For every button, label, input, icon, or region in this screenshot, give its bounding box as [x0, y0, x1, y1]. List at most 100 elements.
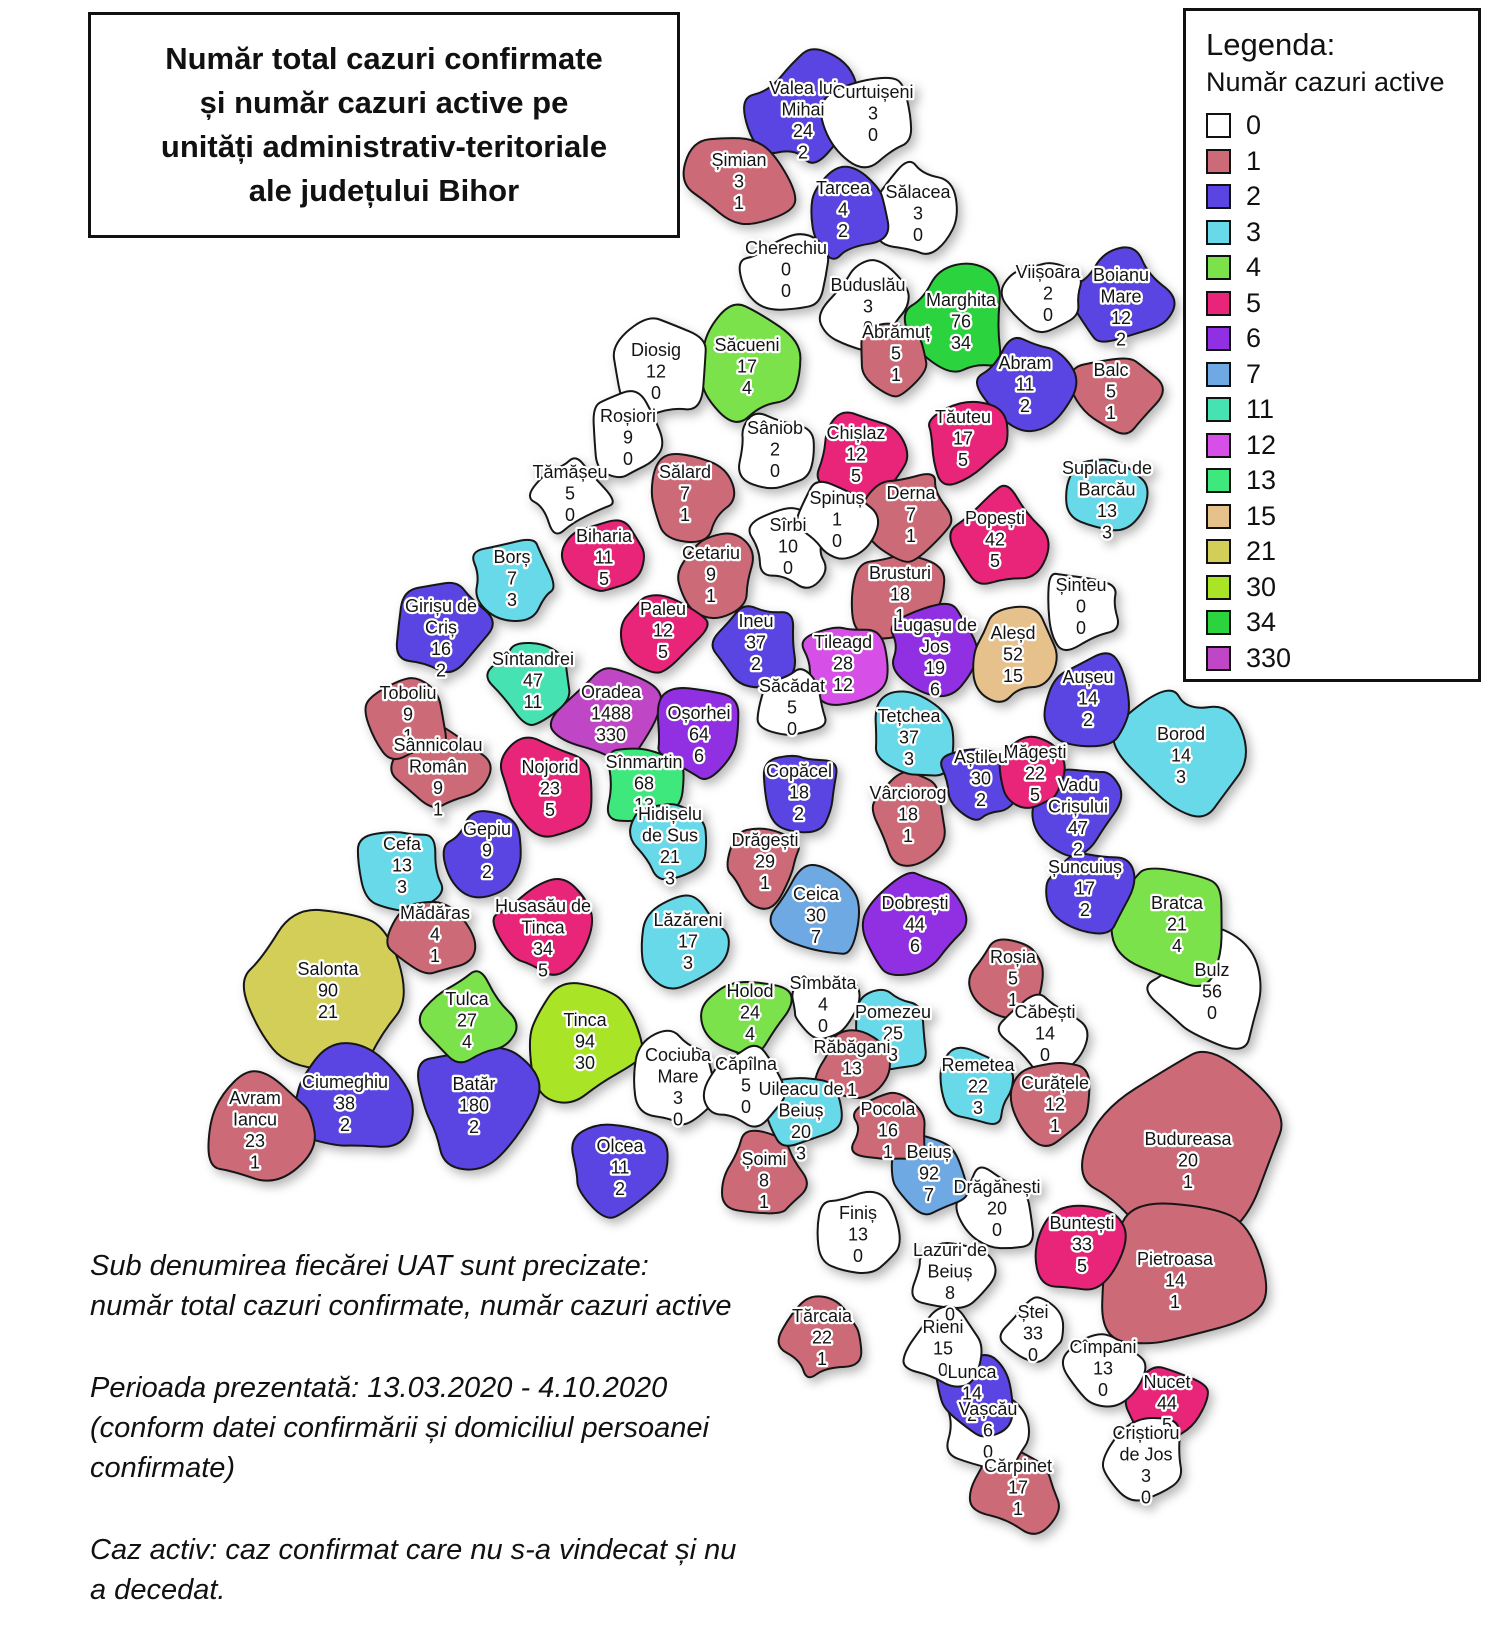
uat-confirmed-count: 23	[540, 779, 560, 799]
uat-name: Toboliu	[379, 683, 436, 703]
uat-confirmed-count: 4	[430, 925, 440, 945]
uat-name: Roșiori	[600, 406, 656, 426]
uat-active-count: 5	[1077, 1256, 1087, 1276]
uat-region	[1112, 689, 1247, 818]
uat-name: Tărcaia	[792, 1306, 853, 1326]
uat-name: Săcădat	[759, 676, 825, 696]
uat-confirmed-count: 12	[646, 362, 666, 382]
uat-name: Salonta	[297, 959, 359, 979]
uat-confirmed-count: 22	[812, 1328, 832, 1348]
uat-confirmed-count: 30	[971, 769, 991, 789]
uat-active-count: 0	[945, 1305, 955, 1325]
uat-active-count: 15	[1003, 666, 1023, 686]
uat-region	[874, 690, 955, 777]
uat-active-count: 13	[634, 795, 654, 815]
uat-name: Hidișelu	[638, 804, 702, 824]
uat-region	[529, 457, 614, 535]
uat-regions	[207, 48, 1283, 1535]
uat-confirmed-count: 180	[459, 1096, 489, 1116]
uat-active-count: 2	[482, 862, 492, 882]
uat-active-count: 0	[770, 461, 780, 481]
uat-active-count: 0	[781, 281, 791, 301]
uat-confirmed-count: 5	[787, 698, 797, 718]
uat-confirmed-count: 3	[673, 1088, 683, 1108]
uat-confirmed-count: 14	[962, 1384, 982, 1404]
uat-name: Gepiu	[463, 819, 511, 839]
uat-name: Răbăgani	[813, 1037, 890, 1057]
uat-active-count: 0	[783, 558, 793, 578]
legend-swatch	[1206, 113, 1231, 139]
legend-value: 12	[1246, 429, 1277, 460]
uat-active-count: 1	[250, 1153, 260, 1173]
uat-confirmed-count: 16	[878, 1121, 898, 1141]
uat-name: Girișu de	[405, 596, 477, 616]
uat-confirmed-count: 2	[770, 440, 780, 460]
uat-name: Român	[409, 757, 467, 777]
uat-confirmed-count: 34	[533, 939, 553, 959]
uat-region	[492, 878, 594, 976]
uat-name: Brusturi	[869, 563, 931, 583]
legend-entry-3: 3	[1206, 215, 1478, 251]
uat-name: Holod	[726, 981, 773, 1001]
legend-value: 330	[1246, 642, 1292, 673]
uat-name: Șinteu	[1055, 575, 1106, 595]
uat-name: Căbești	[1014, 1002, 1075, 1022]
uat-confirmed-count: 6	[983, 1421, 993, 1441]
uat-name: Lugașu de	[893, 615, 977, 635]
uat-name: Pomezeu	[855, 1002, 931, 1022]
uat-confirmed-count: 76	[951, 312, 971, 332]
uat-confirmed-count: 17	[1008, 1478, 1028, 1498]
uat-confirmed-count: 12	[653, 621, 673, 641]
uat-active-count: 0	[1098, 1380, 1108, 1400]
uat-name: Budureasa	[1144, 1129, 1232, 1149]
uat-region	[796, 480, 880, 560]
uat-active-count: 7	[924, 1185, 934, 1205]
uat-name: Mădăras	[400, 903, 470, 923]
uat-name: Ștei	[1017, 1302, 1048, 1322]
map-title: Număr total cazuri confirmate și număr c…	[160, 40, 608, 209]
uat-region	[810, 165, 890, 260]
uat-confirmed-count: 13	[1097, 501, 1117, 521]
uat-active-count: 1	[1170, 1292, 1180, 1312]
uat-active-count: 1	[706, 586, 716, 606]
uat-active-count: 4	[462, 1032, 472, 1052]
uat-confirmed-count: 20	[1178, 1151, 1198, 1171]
uat-region	[1110, 867, 1223, 988]
uat-region	[777, 1295, 863, 1379]
uat-active-count: 1	[1013, 1499, 1023, 1519]
uat-region	[619, 594, 709, 674]
uat-region	[242, 908, 405, 1071]
uat-region	[851, 1091, 926, 1160]
uat-region	[890, 602, 979, 698]
uat-region	[592, 390, 664, 479]
legend-entry-6: 6	[1206, 321, 1478, 357]
uat-name: Borș	[493, 547, 530, 567]
legend-entry-15: 15	[1206, 499, 1478, 535]
uat-name: Curtuișeni	[832, 82, 913, 102]
uat-region	[395, 581, 494, 673]
uat-active-count: 0	[818, 1016, 828, 1036]
uat-active-count: 1	[430, 946, 440, 966]
uat-region	[1101, 1202, 1268, 1345]
legend-swatch	[1206, 574, 1231, 600]
uat-active-count: 3	[973, 1098, 983, 1118]
uat-region	[814, 1029, 891, 1099]
uat-active-count: 21	[318, 1002, 338, 1022]
uat-confirmed-count: 11	[595, 548, 614, 568]
uat-confirmed-count: 38	[335, 1094, 355, 1114]
uat-name: Paleu	[640, 599, 686, 619]
